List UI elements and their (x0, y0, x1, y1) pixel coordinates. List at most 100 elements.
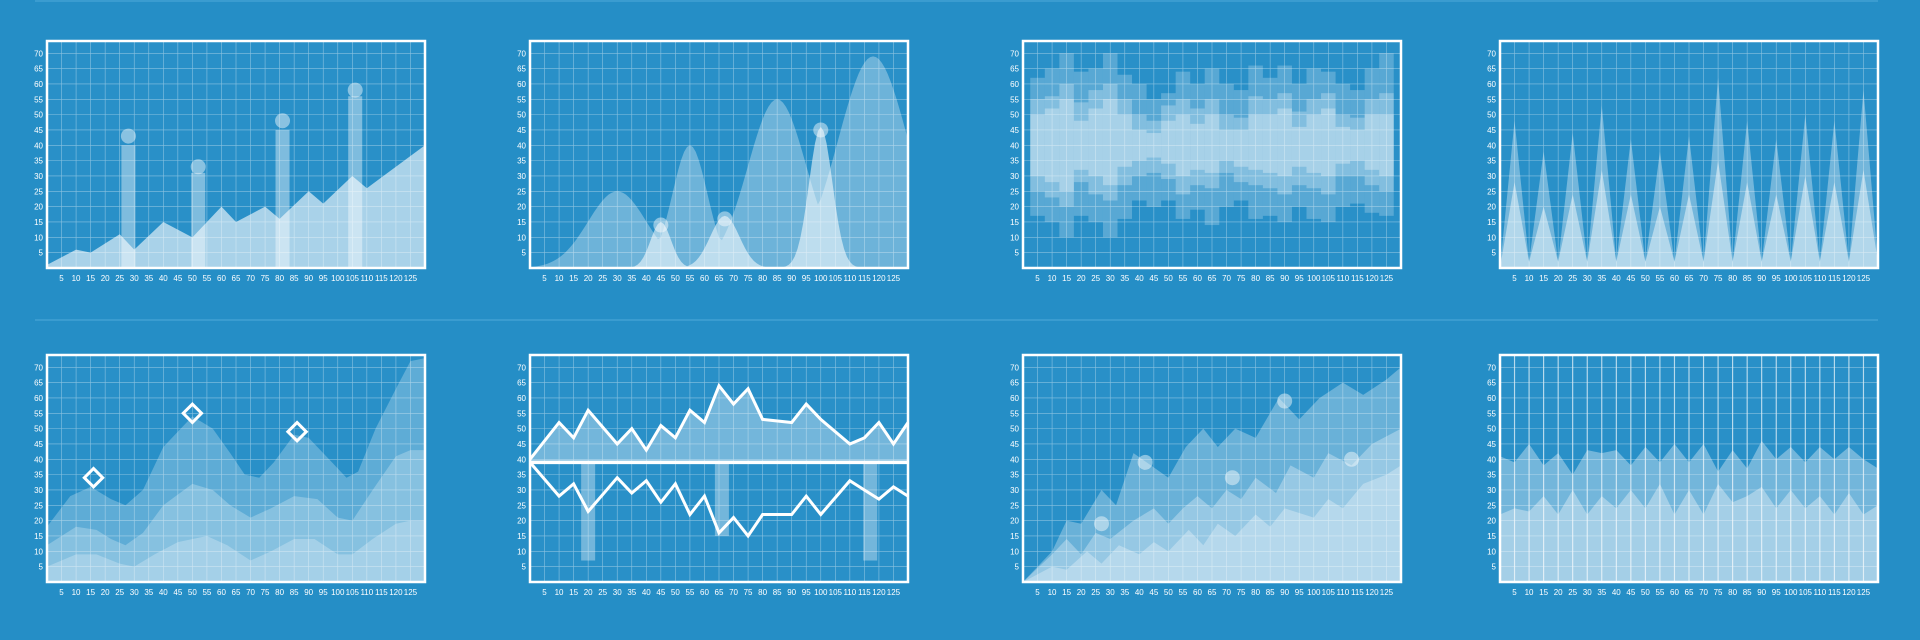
y-tick-label: 10 (34, 233, 43, 242)
range-bar (1350, 90, 1365, 204)
series-area (1023, 465, 1401, 582)
y-tick-label: 45 (517, 440, 526, 449)
y-tick-label: 65 (34, 379, 43, 388)
y-tick-label: 40 (1487, 455, 1496, 464)
x-tick-label: 80 (1728, 588, 1737, 597)
range-bar (1088, 108, 1103, 176)
plot-border (1021, 39, 1403, 270)
x-tick-label: 80 (275, 274, 284, 283)
x-tick-label: 45 (173, 588, 182, 597)
bar (863, 462, 878, 561)
y-tick-label: 60 (1487, 394, 1496, 403)
y-tick-label: 15 (1010, 532, 1019, 541)
range-bar (1146, 99, 1162, 207)
x-tick-label: 45 (1149, 274, 1158, 283)
y-tick-label: 55 (1010, 95, 1019, 104)
plot-background (1500, 41, 1878, 268)
y-tick-label: 45 (1010, 126, 1019, 135)
range-bar (1073, 102, 1089, 183)
y-tick-label: 55 (517, 95, 526, 104)
diamond-marker (82, 466, 105, 490)
x-tick-label: 5 (1035, 274, 1040, 283)
y-tick-label: 70 (1487, 363, 1496, 372)
x-tick-label: 40 (642, 274, 651, 283)
y-tick-label: 20 (34, 517, 43, 526)
range-bar (1059, 99, 1074, 192)
x-tick-label: 55 (202, 588, 211, 597)
range-bar (1117, 99, 1133, 186)
y-tick-label: 60 (34, 394, 43, 403)
range-bar (1088, 68, 1103, 222)
y-tick-label: 35 (34, 471, 43, 480)
y-tick-label: 20 (1487, 203, 1496, 212)
y-tick-label: 15 (517, 532, 526, 541)
x-tick-label: 10 (555, 588, 564, 597)
y-tick-label: 5 (1015, 563, 1020, 572)
range-bar (1291, 111, 1307, 186)
range-bar (1248, 96, 1263, 186)
x-tick-label: 120 (1365, 274, 1379, 283)
x-tick-label: 100 (1784, 274, 1798, 283)
x-tick-label: 110 (360, 588, 373, 597)
x-tick-label: 25 (1091, 274, 1100, 283)
x-tick-label: 30 (1106, 274, 1115, 283)
y-tick-label: 10 (517, 233, 526, 242)
y-tick-label: 45 (34, 126, 43, 135)
x-tick-label: 95 (1295, 588, 1304, 597)
x-tick-label: 80 (758, 588, 767, 597)
range-bar (1291, 83, 1307, 207)
x-tick-label: 125 (1857, 588, 1871, 597)
range-bar (1204, 99, 1220, 189)
plot-border (528, 39, 910, 270)
x-tick-label: 30 (613, 274, 622, 283)
range-bar (1379, 53, 1394, 216)
range-bar (1132, 129, 1147, 161)
x-tick-label: 70 (729, 588, 738, 597)
x-tick-label: 20 (101, 588, 110, 597)
x-tick-label: 105 (829, 274, 843, 283)
x-tick-label: 65 (232, 588, 241, 597)
y-tick-label: 40 (1010, 141, 1019, 150)
y-tick-label: 40 (517, 141, 526, 150)
x-tick-label: 70 (729, 274, 738, 283)
x-tick-label: 15 (1539, 274, 1548, 283)
y-tick-label: 40 (1487, 141, 1496, 150)
y-tick-label: 50 (34, 111, 43, 120)
y-tick-label: 25 (34, 187, 43, 196)
x-tick-label: 105 (829, 588, 843, 597)
x-tick-label: 35 (144, 274, 153, 283)
range-bar (1306, 114, 1322, 173)
y-tick-label: 50 (1487, 425, 1496, 434)
range-bar (1030, 114, 1045, 176)
y-tick-label: 15 (34, 532, 43, 541)
x-tick-label: 65 (1208, 588, 1217, 597)
x-tick-label: 65 (1685, 588, 1694, 597)
x-tick-label: 25 (1568, 588, 1577, 597)
y-tick-label: 60 (517, 80, 526, 89)
y-tick-label: 65 (517, 379, 526, 388)
series-area (47, 145, 425, 268)
range-bar (1321, 108, 1336, 176)
x-tick-label: 45 (656, 588, 665, 597)
point-marker (1224, 470, 1240, 486)
y-tick-label: 20 (1010, 517, 1019, 526)
plot-background (47, 355, 425, 582)
x-tick-label: 120 (1842, 588, 1856, 597)
y-tick-label: 70 (34, 49, 43, 58)
plot-content (528, 382, 910, 561)
range-bar (1132, 83, 1147, 201)
plot-border (1021, 353, 1403, 584)
spike-area (1500, 160, 1878, 268)
gridlines (47, 355, 425, 582)
range-bar (1102, 53, 1118, 238)
x-tick-label: 115 (1351, 588, 1364, 597)
bar (121, 145, 136, 268)
x-tick-label: 35 (1120, 588, 1129, 597)
x-tick-label: 120 (389, 274, 403, 283)
x-tick-label: 95 (802, 274, 811, 283)
range-bar (1204, 68, 1220, 226)
x-tick-label: 35 (1597, 588, 1606, 597)
x-tick-label: 25 (1091, 588, 1100, 597)
